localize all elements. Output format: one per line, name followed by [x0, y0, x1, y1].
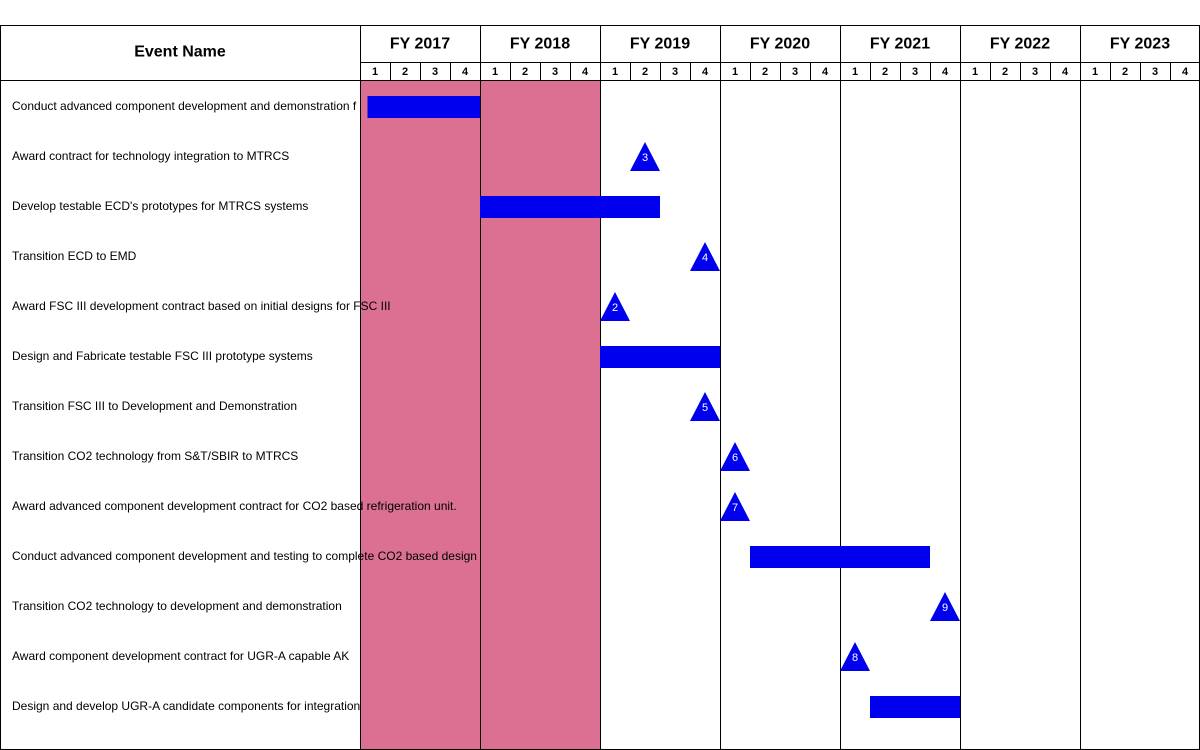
fiscal-year-label: FY 2023	[1110, 36, 1170, 53]
event-name-header: Event Name	[134, 44, 226, 61]
fiscal-year-label: FY 2022	[990, 36, 1050, 53]
quarter-label: 3	[432, 66, 438, 78]
quarter-label: 4	[582, 66, 589, 78]
fiscal-year-label: FY 2017	[390, 36, 450, 53]
fiscal-year-label: FY 2020	[750, 36, 810, 53]
quarter-label: 4	[702, 66, 709, 78]
event-label: Award advanced component development con…	[12, 499, 457, 513]
milestone-number: 2	[612, 302, 618, 314]
milestone-number: 8	[852, 652, 858, 664]
event-label: Transition ECD to EMD	[12, 249, 137, 263]
milestone-marker	[720, 442, 750, 471]
quarter-label: 3	[912, 66, 918, 78]
task-bar	[600, 346, 720, 368]
task-bar	[480, 196, 660, 218]
event-label: Develop testable ECD's prototypes for MT…	[12, 199, 308, 213]
event-label: Award contract for technology integratio…	[12, 149, 289, 163]
event-label: Transition CO2 technology to development…	[12, 599, 342, 613]
quarter-label: 1	[492, 66, 498, 78]
quarter-label: 2	[642, 66, 648, 78]
milestone-marker	[720, 492, 750, 521]
quarter-label: 1	[732, 66, 738, 78]
event-label: Design and develop UGR-A candidate compo…	[12, 699, 360, 713]
quarter-label: 2	[882, 66, 888, 78]
milestone-marker	[690, 242, 720, 271]
quarter-label: 4	[1062, 66, 1069, 78]
quarter-label: 3	[792, 66, 798, 78]
event-label: Conduct advanced component development a…	[12, 99, 357, 113]
event-label: Award component development contract for…	[12, 649, 349, 663]
milestone-marker	[690, 392, 720, 421]
quarter-label: 1	[612, 66, 618, 78]
task-bar	[367, 96, 480, 118]
fiscal-year-label: FY 2019	[630, 36, 690, 53]
task-bar	[750, 546, 930, 568]
quarter-label: 3	[672, 66, 678, 78]
quarter-label: 2	[402, 66, 408, 78]
milestone-number: 5	[702, 402, 708, 414]
fiscal-year-label: FY 2018	[510, 36, 570, 53]
quarter-label: 4	[822, 66, 829, 78]
milestone-marker	[600, 292, 630, 321]
quarter-label: 4	[1182, 66, 1189, 78]
event-label: Transition FSC III to Development and De…	[12, 399, 297, 413]
event-label: Conduct advanced component development a…	[12, 549, 477, 563]
milestone-number: 3	[642, 152, 648, 164]
quarter-label: 2	[1122, 66, 1128, 78]
quarter-label: 3	[552, 66, 558, 78]
quarter-label: 4	[942, 66, 949, 78]
quarter-label: 1	[1092, 66, 1098, 78]
event-label: Design and Fabricate testable FSC III pr…	[12, 349, 313, 363]
event-label: Transition CO2 technology from S&T/SBIR …	[12, 449, 298, 463]
milestone-number: 9	[942, 602, 948, 614]
milestone-number: 4	[702, 252, 708, 264]
milestone-number: 6	[732, 452, 738, 464]
quarter-label: 2	[1002, 66, 1008, 78]
quarter-label: 1	[852, 66, 858, 78]
quarter-label: 4	[462, 66, 469, 78]
task-bar	[870, 696, 960, 718]
milestone-marker	[840, 642, 870, 671]
milestone-marker	[930, 592, 960, 621]
milestone-marker	[630, 142, 660, 171]
quarter-label: 3	[1152, 66, 1158, 78]
quarter-label: 1	[972, 66, 978, 78]
event-label: Award FSC III development contract based…	[12, 299, 391, 313]
quarter-label: 2	[522, 66, 528, 78]
quarter-label: 3	[1032, 66, 1038, 78]
quarter-label: 1	[372, 66, 378, 78]
quarter-label: 2	[762, 66, 768, 78]
milestone-number: 7	[732, 502, 738, 514]
fiscal-year-label: FY 2021	[870, 36, 930, 53]
